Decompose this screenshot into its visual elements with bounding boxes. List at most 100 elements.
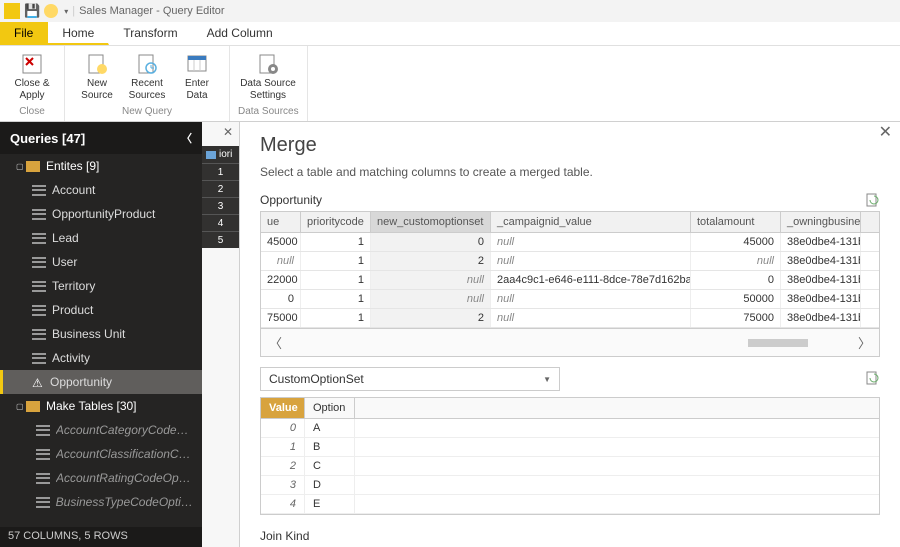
query-item[interactable]: OpportunityProduct — [0, 202, 202, 226]
menu-tabs: File Home Transform Add Column — [0, 22, 900, 46]
preview-tab[interactable]: iori — [202, 146, 239, 163]
queries-folder[interactable]: ▢Entites [9] — [0, 154, 202, 178]
query-item[interactable]: Product — [0, 298, 202, 322]
table-cell: E — [305, 495, 355, 513]
dropdown-caret-icon[interactable]: ▾ — [64, 7, 68, 16]
table-row[interactable]: 4500010null4500038e0dbe4-131b — [261, 233, 879, 252]
recent-sources-icon — [135, 52, 159, 76]
close-apply-icon — [20, 52, 44, 76]
table-row[interactable]: 1B — [261, 438, 879, 457]
table-cell: 0 — [261, 290, 301, 308]
table-row[interactable]: 220001null2aa4c9c1-e646-e111-8dce-78e7d1… — [261, 271, 879, 290]
table-cell: 75000 — [691, 309, 781, 327]
column-header[interactable]: _campaignid_value — [491, 212, 691, 232]
preview-row[interactable]: 2 — [202, 180, 239, 197]
table-cell: C — [305, 457, 355, 475]
save-icon[interactable]: 💾 — [24, 3, 40, 19]
column-header[interactable]: Option — [305, 398, 355, 418]
enter-data-icon — [185, 52, 209, 76]
query-item[interactable]: ⚠Opportunity — [0, 370, 202, 394]
recent-sources-button[interactable]: Recent Sources — [123, 50, 171, 104]
collapse-icon[interactable]: 〈 — [181, 130, 192, 146]
top-table-grid[interactable]: ueprioritycodenew_customoptionset_campai… — [260, 211, 880, 357]
scroll-right-icon[interactable]: 〉 — [858, 333, 871, 352]
table-icon — [32, 185, 46, 196]
query-item[interactable]: AccountRatingCodeOpti... — [0, 466, 202, 490]
table-cell: 1 — [301, 290, 371, 308]
table-cell: null — [491, 309, 691, 327]
tab-add-column[interactable]: Add Column — [193, 22, 288, 45]
merge-dialog: ✕ Merge Select a table and matching colu… — [240, 122, 900, 547]
table-cell: 1 — [301, 252, 371, 270]
table-row[interactable]: null12nullnull38e0dbe4-131b — [261, 252, 879, 271]
preview-close-icon[interactable]: ✕ — [202, 122, 239, 142]
enter-data-button[interactable]: Enter Data — [173, 50, 221, 104]
table-row[interactable]: 0A — [261, 419, 879, 438]
table-row[interactable]: 2C — [261, 457, 879, 476]
table-icon — [36, 425, 50, 436]
title-bar: 💾 ▾ | Sales Manager - Query Editor — [0, 0, 900, 22]
table-icon — [36, 449, 50, 460]
refresh-icon[interactable] — [866, 371, 880, 388]
query-item[interactable]: Lead — [0, 226, 202, 250]
tab-home[interactable]: Home — [48, 22, 109, 45]
table-cell: A — [305, 419, 355, 437]
option-table-grid[interactable]: ValueOption 0A1B2C3D4E — [260, 397, 880, 515]
table-cell: 38e0dbe4-131b — [781, 271, 861, 289]
table-icon — [32, 305, 46, 316]
query-item[interactable]: Activity — [0, 346, 202, 370]
close-apply-button[interactable]: Close & Apply — [8, 50, 56, 104]
table-cell: 1 — [301, 233, 371, 251]
table-row[interactable]: 7500012null7500038e0dbe4-131b — [261, 309, 879, 328]
column-header[interactable]: prioritycode — [301, 212, 371, 232]
table-cell: 3 — [261, 476, 305, 494]
dropdown-value: CustomOptionSet — [269, 372, 364, 386]
new-source-icon — [85, 52, 109, 76]
dialog-close-icon[interactable]: ✕ — [879, 122, 892, 142]
tab-file[interactable]: File — [0, 22, 48, 45]
table-cell: null — [491, 290, 691, 308]
table-cell: 2 — [261, 457, 305, 475]
query-item[interactable]: BusinessTypeCodeOptio... — [0, 490, 202, 514]
column-header[interactable]: Value — [261, 398, 305, 418]
table-row[interactable]: 4E — [261, 495, 879, 514]
column-header[interactable]: totalamount — [691, 212, 781, 232]
preview-row[interactable]: 1 — [202, 163, 239, 180]
query-item[interactable]: AccountClassificationCo... — [0, 442, 202, 466]
grid-scrollbar[interactable]: 〈 〉 — [261, 328, 879, 356]
table-cell: 0 — [371, 233, 491, 251]
folder-icon — [26, 401, 40, 412]
queries-folder[interactable]: ▢Make Tables [30] — [0, 394, 202, 418]
column-header[interactable]: _owningbusine — [781, 212, 861, 232]
scroll-thumb[interactable] — [748, 339, 808, 347]
query-item[interactable]: User — [0, 250, 202, 274]
table-cell: 45000 — [261, 233, 301, 251]
queries-header[interactable]: Queries [47] 〈 — [0, 122, 202, 154]
second-table-dropdown[interactable]: CustomOptionSet ▼ — [260, 367, 560, 391]
query-item[interactable]: Territory — [0, 274, 202, 298]
table-icon — [32, 353, 46, 364]
table-row[interactable]: 3D — [261, 476, 879, 495]
table-icon — [32, 233, 46, 244]
query-item[interactable]: AccountCategoryCodeO... — [0, 418, 202, 442]
table-row[interactable]: 01nullnull5000038e0dbe4-131b — [261, 290, 879, 309]
status-bar: 57 COLUMNS, 5 ROWS — [0, 527, 202, 547]
table-cell: null — [371, 271, 491, 289]
column-header[interactable]: ue — [261, 212, 301, 232]
preview-row[interactable]: 3 — [202, 197, 239, 214]
table-cell: 1 — [301, 271, 371, 289]
ribbon: Close & Apply Close New Source Recent So… — [0, 46, 900, 122]
query-item[interactable]: Business Unit — [0, 322, 202, 346]
query-item[interactable]: Account — [0, 178, 202, 202]
new-source-button[interactable]: New Source — [73, 50, 121, 104]
preview-row[interactable]: 5 — [202, 231, 239, 248]
refresh-icon[interactable] — [866, 193, 880, 207]
data-source-settings-button[interactable]: Data Source Settings — [238, 50, 298, 104]
scroll-left-icon[interactable]: 〈 — [269, 333, 282, 352]
table-cell: 1 — [301, 309, 371, 327]
tab-transform[interactable]: Transform — [109, 22, 192, 45]
preview-row[interactable]: 4 — [202, 214, 239, 231]
table-cell: 38e0dbe4-131b — [781, 233, 861, 251]
column-header[interactable]: new_customoptionset — [371, 212, 491, 232]
feedback-icon[interactable] — [44, 4, 58, 18]
